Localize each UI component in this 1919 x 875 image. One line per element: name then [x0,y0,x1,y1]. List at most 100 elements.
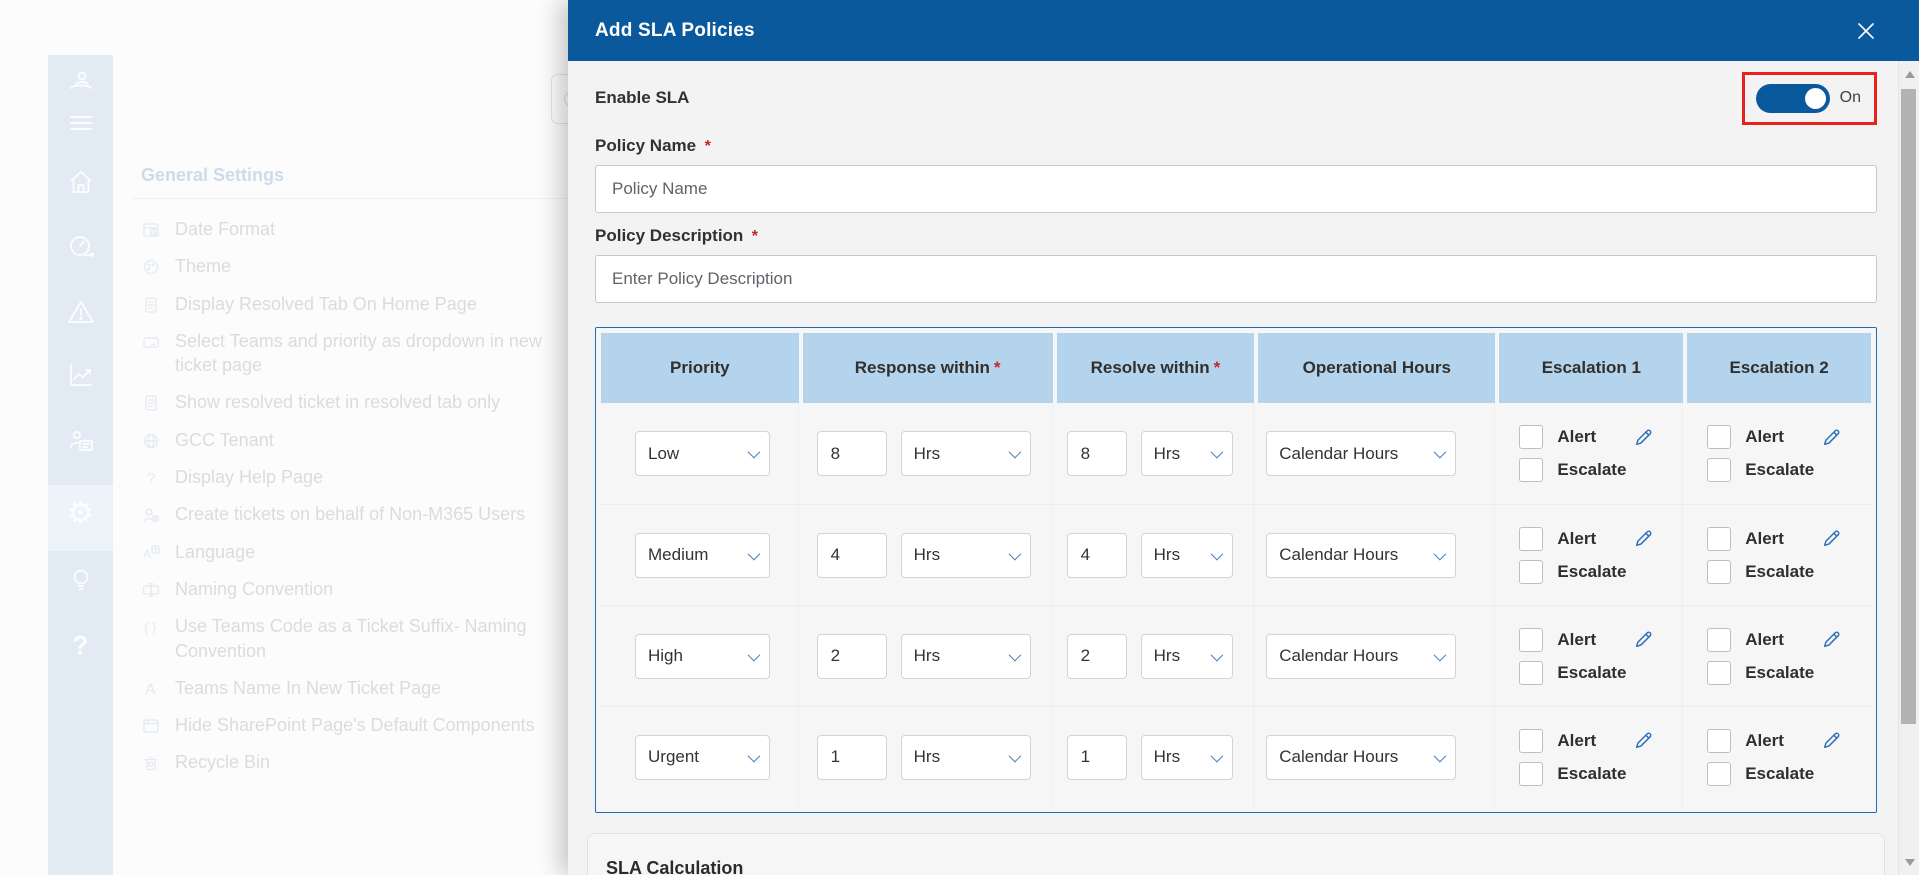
edit-pencil-icon[interactable] [1633,528,1654,549]
toggle-knob [1804,87,1826,109]
resolve-value-input[interactable] [1066,633,1127,679]
edit-pencil-icon[interactable] [1821,730,1842,751]
table-column-header: Resolve within * [1056,333,1255,403]
scroll-up-arrow-icon[interactable] [1899,63,1919,85]
table-column-header: Priority [601,333,799,403]
alert-checkbox[interactable] [1519,627,1544,652]
escalate-checkbox[interactable] [1707,458,1732,482]
escalate-label: Escalate [1557,460,1627,479]
response-unit-select[interactable]: Hrs [900,734,1031,780]
escalation-option: Escalate [1519,458,1626,482]
close-button[interactable] [1851,16,1881,46]
priority-select[interactable]: Urgent [635,734,770,780]
alert-checkbox[interactable] [1519,425,1544,449]
operational-hours-cell: Calendar Hours [1258,606,1496,706]
escalation-option: Escalate [1707,559,1814,584]
required-asterisk: * [704,138,711,155]
edit-pencil-icon[interactable] [1821,528,1842,549]
escalation-option: Escalate [1519,559,1627,584]
add-sla-policies-modal: Add SLA Policies Enable SLA On Policy Na… [568,0,1919,875]
edit-pencil-icon[interactable] [1633,427,1654,448]
escalate-label: Escalate [1745,460,1815,479]
resolve-cell: Hrs [1057,505,1255,605]
operational-hours-select-value: Calendar Hours [1279,443,1399,463]
operational-hours-select-value: Calendar Hours [1279,646,1399,665]
alert-checkbox[interactable] [1707,728,1732,753]
escalation-cell: Alert Escalate [1687,707,1871,807]
operational-hours-select[interactable]: Calendar Hours [1266,633,1457,679]
escalation-option: Escalate [1519,761,1626,786]
operational-hours-select[interactable]: Calendar Hours [1266,431,1457,476]
response-value-input[interactable] [816,532,887,578]
resolve-cell: Hrs [1057,403,1255,504]
priority-cell: Low [601,403,799,504]
escalation-option: Alert [1707,425,1842,449]
priority-select[interactable]: High [635,633,770,679]
resolve-cell: Hrs [1057,606,1255,706]
escalate-checkbox[interactable] [1707,660,1732,685]
escalation-option: Escalate [1519,660,1626,685]
response-unit-select-value: Hrs [913,646,941,665]
chevron-down-icon [1210,547,1223,560]
enable-sla-state: On [1839,89,1861,106]
response-unit-select[interactable]: Hrs [900,532,1031,578]
required-asterisk: * [993,358,1001,377]
response-unit-select[interactable]: Hrs [900,633,1031,679]
escalation-option: Escalate [1707,660,1815,685]
alert-checkbox[interactable] [1707,425,1732,449]
response-unit-select[interactable]: Hrs [900,431,1031,476]
operational-hours-select[interactable]: Calendar Hours [1266,532,1457,578]
close-icon [1858,22,1874,39]
scroll-down-arrow-icon[interactable] [1899,851,1919,873]
escalation-cell: Alert Escalate [1499,505,1684,605]
table-body: Low Hrs Hrs Calendar Hours Alert Escalate Aler… [601,403,1871,807]
policy-name-input[interactable] [595,165,1877,213]
alert-checkbox[interactable] [1707,627,1732,652]
chevron-down-icon [1433,445,1447,459]
priority-select-value: Medium [648,545,709,564]
operational-hours-cell: Calendar Hours [1258,403,1496,504]
escalate-label: Escalate [1745,662,1815,682]
modal-header: Add SLA Policies [568,0,1919,61]
edit-pencil-icon[interactable] [1633,730,1654,751]
resolve-unit-select[interactable]: Hrs [1140,633,1233,679]
priority-select[interactable]: Low [635,431,770,476]
alert-checkbox[interactable] [1519,728,1544,753]
escalate-checkbox[interactable] [1519,458,1544,482]
scrollbar[interactable] [1898,61,1919,875]
resolve-value-input[interactable] [1066,532,1127,578]
response-value-input[interactable] [816,431,887,476]
response-value-input[interactable] [816,633,887,679]
resolve-value-input[interactable] [1066,734,1127,780]
escalation-cell: Alert Escalate [1687,403,1871,504]
escalate-checkbox[interactable] [1707,559,1732,584]
operational-hours-cell: Calendar Hours [1258,707,1496,807]
resolve-unit-select[interactable]: Hrs [1140,734,1233,780]
operational-hours-select-value: Calendar Hours [1279,545,1399,564]
escalate-checkbox[interactable] [1519,559,1544,584]
operational-hours-select[interactable]: Calendar Hours [1266,734,1457,780]
chevron-down-icon [1433,648,1447,661]
edit-pencil-icon[interactable] [1821,629,1842,650]
resolve-unit-select[interactable]: Hrs [1140,431,1233,476]
escalate-checkbox[interactable] [1707,761,1732,786]
resolve-unit-select[interactable]: Hrs [1140,532,1233,578]
scrollbar-thumb[interactable] [1901,89,1916,724]
edit-pencil-icon[interactable] [1633,629,1654,650]
escalate-label: Escalate [1557,561,1627,581]
alert-checkbox[interactable] [1519,526,1544,551]
escalation-cell: Alert Escalate [1499,403,1684,504]
alert-checkbox[interactable] [1707,526,1732,551]
chevron-down-icon [1210,749,1223,762]
response-value-input[interactable] [816,734,887,780]
edit-pencil-icon[interactable] [1821,427,1842,448]
enable-sla-toggle[interactable] [1755,83,1830,113]
policy-name-label: Policy Name [595,136,697,155]
escalate-checkbox[interactable] [1519,660,1544,685]
escalate-checkbox[interactable] [1519,761,1544,786]
priority-select[interactable]: Medium [635,532,770,578]
resolve-cell: Hrs [1057,707,1255,807]
policy-description-input[interactable] [595,255,1877,303]
escalation-option: Alert [1707,728,1842,753]
resolve-value-input[interactable] [1066,431,1127,476]
